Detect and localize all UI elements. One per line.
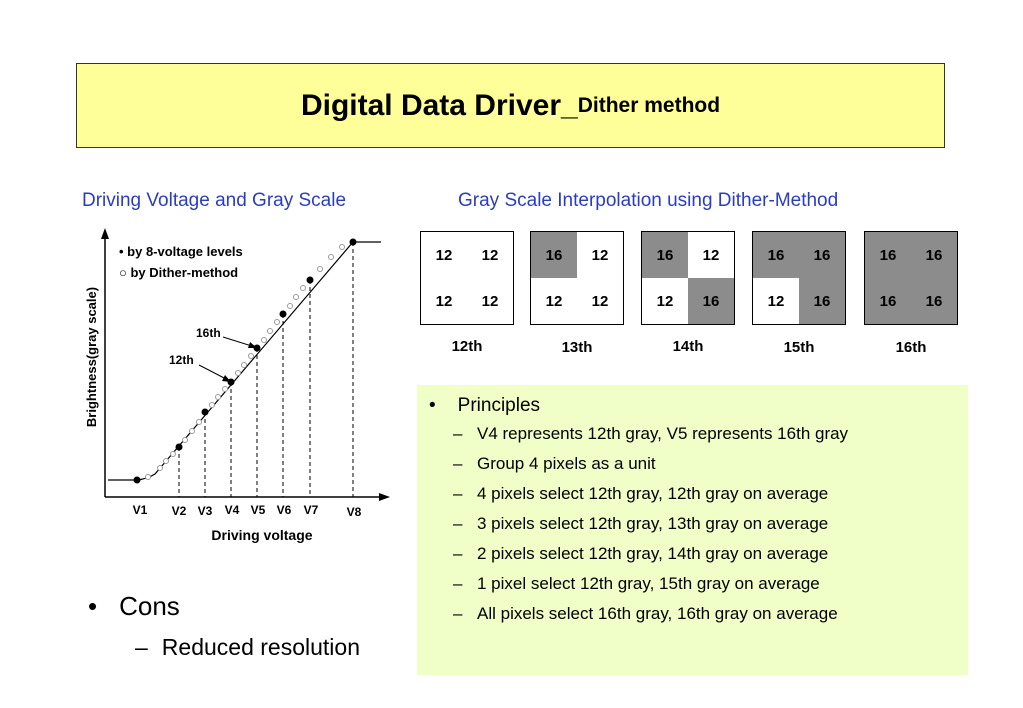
grid-cell: 16 (865, 278, 911, 324)
x-tick-v7: V7 (304, 503, 319, 517)
list-item-text: All pixels select 16th gray, 16th gray o… (477, 604, 838, 623)
annotation-16th: 16th (196, 326, 221, 340)
dither-grid-15th: 16 16 12 16 (752, 231, 846, 325)
grid-cell: 12 (591, 246, 609, 264)
grid-cell: 12 (702, 246, 720, 264)
x-tick-v4: V4 (225, 503, 240, 517)
grid-cell: 16 (753, 232, 799, 278)
x-axis-label: Driving voltage (211, 527, 312, 543)
x-tick-v5: V5 (251, 503, 266, 517)
dash: – (453, 514, 463, 533)
list-item-text: 2 pixels select 12th gray, 14th gray on … (477, 544, 829, 563)
list-item-text: 3 pixels select 12th gray, 13th gray on … (477, 514, 829, 533)
grid-cell: 16 (799, 278, 845, 324)
dither-grid-12th: 12 12 12 12 (420, 231, 514, 325)
legend-voltage-levels: • by 8-voltage levels (119, 244, 243, 259)
grid-cell: 12 (481, 292, 499, 310)
grid-cell: 16 (688, 278, 734, 324)
x-axis-arrow (379, 493, 390, 501)
grid-cell: 16 (911, 278, 957, 324)
principles-box: • Principles – V4 represents 12th gray, V… (417, 385, 968, 675)
principles-heading-text: Principles (457, 395, 541, 416)
dither-grid-14th: 16 12 12 16 (641, 231, 735, 325)
voltage-gray-diagram: • by 8-voltage levels ○ by Dither-method… (84, 228, 390, 543)
grid-cell: 16 (799, 232, 845, 278)
list-item: –2 pixels select 12th gray, 14th gray on… (453, 543, 958, 564)
dash: – (453, 484, 463, 503)
annotation-12th-arrowhead (222, 375, 231, 382)
list-item-text: 4 pixels select 12th gray, 12th gray on … (477, 484, 829, 503)
grid-cell: 16 (865, 232, 911, 278)
dither-grid-16th: 16 16 16 16 (864, 231, 958, 325)
cons-item-text: Reduced resolution (161, 634, 360, 660)
grid-cell: 16 (531, 232, 577, 278)
y-axis-arrow (101, 228, 109, 239)
list-item: –1 pixel select 12th gray, 15th gray on … (453, 573, 958, 594)
grid-label-12th: 12th (451, 338, 483, 355)
grid-cell: 12 (591, 292, 609, 310)
grid-cell: 16 (911, 232, 957, 278)
title-main: Digital Data Driver_ (300, 88, 578, 122)
dash: – (135, 634, 148, 660)
principles-bullet: • (429, 395, 436, 416)
x-tick-v2: V2 (172, 504, 187, 518)
dash: – (453, 454, 463, 473)
cons-heading: • Cons (88, 591, 180, 622)
list-item: – All pixels select 16th gray, 16th gray … (453, 603, 958, 624)
grid-label-13th: 13th (561, 339, 593, 356)
principles-heading: • Principles (429, 395, 958, 417)
title-sub: Dither method (577, 93, 721, 117)
dither-grid-13th: 16 12 12 12 (530, 231, 624, 325)
grid-cell: 12 (435, 246, 453, 264)
grid-cell: 12 (481, 246, 499, 264)
left-heading: Driving Voltage and Gray Scale (82, 190, 347, 211)
dash: – (453, 574, 463, 593)
list-item: –3 pixels select 12th gray, 13th gray on… (453, 513, 958, 534)
grid-label-16th: 16th (895, 339, 927, 356)
x-tick-v1: V1 (133, 503, 148, 517)
principles-list: – V4 represents 12th gray, V5 represents … (417, 423, 958, 624)
dash: – (453, 604, 463, 623)
grid-cell: 12 (656, 292, 674, 310)
grid-cell: 16 (642, 232, 688, 278)
voltage-drop-lines (178, 242, 354, 497)
list-item-text: 1 pixel select 12th gray, 15th gray on a… (477, 574, 820, 593)
list-item: – Group 4 pixels as a unit (453, 453, 958, 474)
annotation-16th-arrowhead (248, 342, 257, 348)
grid-label-14th: 14th (672, 338, 704, 355)
annotation-12th-arrow (198, 364, 229, 381)
list-item: – V4 represents 12th gray, V5 represents … (453, 423, 958, 444)
legend-dither-method: ○ by Dither-method (119, 265, 238, 280)
grid-cell: 12 (435, 292, 453, 310)
cons-item: – Reduced resolution (135, 634, 360, 661)
grid-cell: 12 (545, 292, 563, 310)
title-box: Digital Data Driver_ Dither method (76, 63, 945, 148)
dither-points (145, 244, 345, 480)
x-tick-v3: V3 (198, 504, 213, 518)
list-item-text: V4 represents 12th gray, V5 represents 1… (477, 424, 849, 443)
annotation-12th: 12th (169, 353, 194, 367)
right-heading: Gray Scale Interpolation using Dither-Me… (458, 190, 839, 211)
y-axis-label: Brightness(gray scale) (84, 287, 99, 427)
grid-label-15th: 15th (783, 339, 815, 356)
dash: – (453, 544, 463, 563)
dash: – (453, 424, 463, 443)
list-item-text: Group 4 pixels as a unit (477, 454, 656, 473)
x-tick-v8: V8 (347, 505, 362, 519)
cons-bullet: • (88, 591, 98, 621)
cons-heading-text: Cons (119, 591, 180, 621)
list-item: –4 pixels select 12th gray, 12th gray on… (453, 483, 958, 504)
grid-cell: 12 (767, 292, 785, 310)
x-tick-v6: V6 (277, 503, 292, 517)
